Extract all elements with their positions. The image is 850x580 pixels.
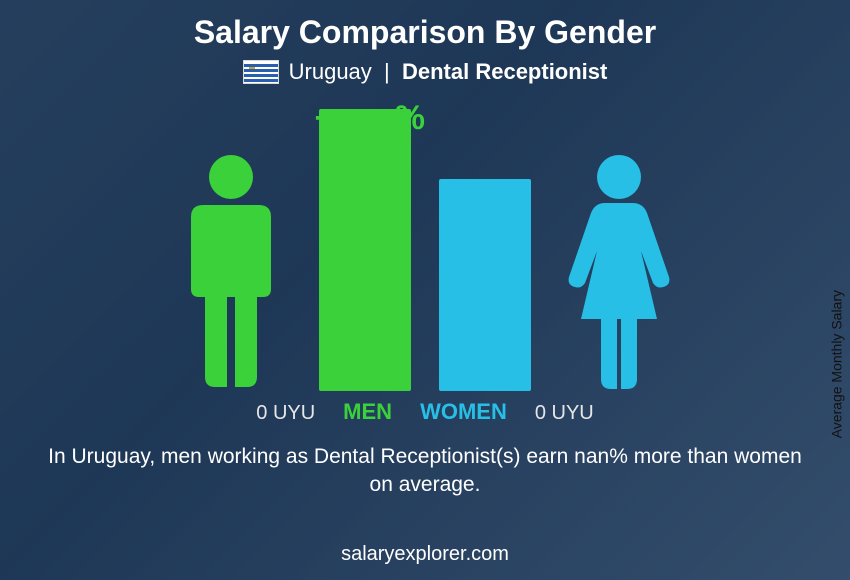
y-axis-label: Average Monthly Salary [828,290,844,438]
women-bar [439,179,531,391]
female-figure-icon [559,151,679,391]
caption-text: In Uruguay, men working as Dental Recept… [45,443,805,500]
men-category-label: MEN [343,399,392,425]
women-category-label: WOMEN [420,399,507,425]
country-name: Uruguay [289,59,372,84]
subtitle-text: Uruguay | Dental Receptionist [289,59,608,85]
footer-source: salaryexplorer.com [0,543,850,566]
subtitle-separator: | [384,59,390,84]
women-value-label: 0 UYU [535,402,594,425]
infographic-canvas: Salary Comparison By Gender Uruguay | De… [0,0,850,580]
men-value-label: 0 UYU [256,402,315,425]
subtitle-row: Uruguay | Dental Receptionist [0,59,850,85]
labels-row: 0 UYU MEN WOMEN 0 UYU [256,399,593,425]
uruguay-flag-icon [243,60,279,84]
job-title: Dental Receptionist [402,59,607,84]
chart-area: +nan% 0 UYU MEN WOMEN 0 UYU [0,99,850,429]
men-bar [319,109,411,391]
figures-row [171,109,679,391]
page-title: Salary Comparison By Gender [0,0,850,51]
male-figure-icon [171,151,291,391]
